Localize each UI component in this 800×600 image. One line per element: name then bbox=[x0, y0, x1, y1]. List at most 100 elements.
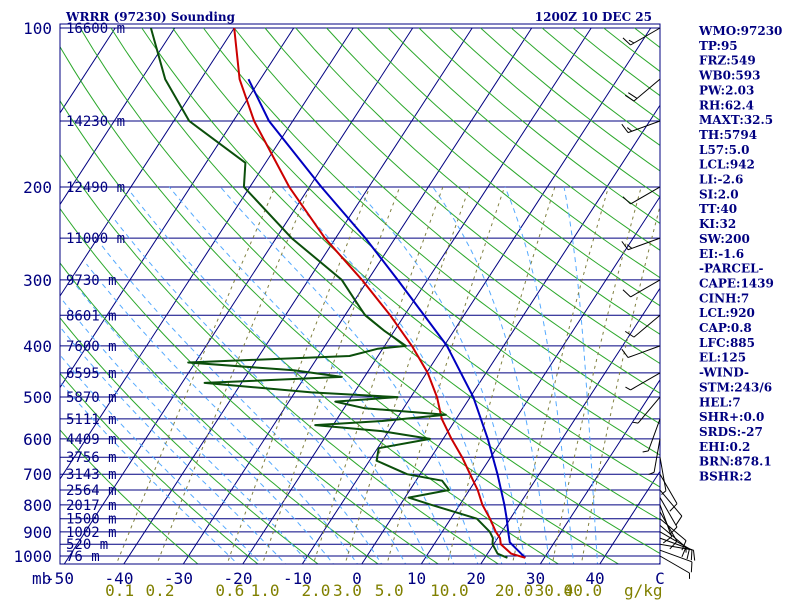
wind-barb bbox=[659, 489, 683, 526]
pressure-tick-label: 800 bbox=[23, 496, 52, 515]
height-label: 2564 m bbox=[66, 483, 117, 499]
temperature-tick-label: 20 bbox=[466, 569, 485, 588]
moist-adiabat bbox=[281, 186, 503, 564]
temperature-tick-label: 40 bbox=[585, 569, 604, 588]
wind-barb-flag bbox=[690, 561, 693, 573]
temperature-tick-label: -30 bbox=[164, 569, 193, 588]
mixing-ratio-line bbox=[115, 186, 276, 564]
wind-barb bbox=[621, 345, 661, 358]
isotherm-line bbox=[361, 104, 660, 564]
wind-barb bbox=[659, 555, 691, 579]
wind-barb-staff bbox=[659, 497, 678, 528]
pressure-tick-label: 300 bbox=[23, 271, 52, 290]
index-line: SW:200 bbox=[699, 232, 750, 246]
moist-adiabat bbox=[60, 326, 287, 564]
wind-barb bbox=[659, 511, 678, 550]
index-line: RH:62.4 bbox=[699, 98, 754, 112]
index-line: CAPE:1439 bbox=[699, 276, 774, 290]
pressure-tick-label: 700 bbox=[23, 465, 52, 484]
wind-barb-flag bbox=[622, 289, 631, 298]
index-line: EL:125 bbox=[699, 351, 746, 365]
temperature-tick-label: -10 bbox=[283, 569, 312, 588]
isotherm-line bbox=[60, 27, 295, 389]
height-label: 4409 m bbox=[66, 432, 117, 448]
wind-barb-flag bbox=[648, 471, 655, 475]
wind-barb-flag bbox=[681, 540, 687, 551]
height-label: 5870 m bbox=[66, 390, 117, 406]
wind-barb-staff bbox=[659, 518, 687, 541]
pressure-tick-label: 900 bbox=[23, 523, 52, 542]
wind-barb bbox=[632, 396, 661, 424]
wind-barb bbox=[659, 549, 693, 573]
moist-adiabat bbox=[60, 354, 263, 564]
dry-adiabat bbox=[141, 27, 660, 488]
wind-barb-staff bbox=[659, 524, 687, 548]
dry-adiabat bbox=[357, 27, 660, 279]
wind-barb-flag bbox=[621, 348, 629, 358]
index-line: KI:32 bbox=[699, 217, 736, 231]
wind-barb bbox=[621, 237, 661, 251]
wind-barb bbox=[625, 372, 661, 391]
wind-barb-flag bbox=[624, 330, 635, 338]
wind-barb bbox=[659, 518, 687, 551]
wind-barb bbox=[659, 504, 673, 544]
mixing-ratio-label: 3.0 bbox=[333, 581, 362, 600]
index-line: SI:2.0 bbox=[699, 187, 739, 201]
wind-barb bbox=[622, 27, 661, 46]
wind-barb-staff bbox=[630, 27, 661, 46]
moist-adiabat bbox=[60, 380, 239, 564]
mixing-ratio-label: 5.0 bbox=[375, 581, 404, 600]
height-label: 5111 m bbox=[66, 412, 117, 428]
height-label: 2017 m bbox=[66, 498, 117, 514]
temperature-trace bbox=[233, 27, 526, 559]
wind-barb-staff bbox=[630, 186, 661, 205]
pressure-tick-label: 600 bbox=[23, 430, 52, 449]
height-label: 7600 m bbox=[66, 339, 117, 355]
wind-barb bbox=[624, 78, 661, 102]
temperature-tick-label: 0 bbox=[352, 569, 362, 588]
wind-barb-flag bbox=[690, 549, 693, 561]
wind-barb-flag bbox=[624, 94, 635, 102]
index-line: PW:2.03 bbox=[699, 83, 754, 97]
wind-barb bbox=[622, 279, 661, 298]
chart-title: WRRR (97230) Sounding bbox=[65, 10, 236, 24]
index-line: TT:40 bbox=[699, 202, 737, 216]
wind-barb-staff bbox=[659, 489, 683, 517]
moist-adiabat bbox=[432, 186, 551, 564]
moist-adiabat bbox=[60, 297, 311, 564]
index-line: WB0:593 bbox=[698, 69, 760, 83]
index-line: STM:243/6 bbox=[699, 380, 772, 394]
wind-barb bbox=[622, 186, 661, 205]
parcel-trace bbox=[247, 78, 527, 559]
pressure-tick-label: 200 bbox=[23, 178, 52, 197]
dry-adiabat bbox=[233, 27, 660, 394]
wind-barb-flag bbox=[642, 450, 649, 453]
isotherm-line bbox=[599, 470, 660, 564]
dry-adiabat bbox=[79, 27, 660, 554]
moist-adiabat bbox=[504, 186, 575, 564]
mixing-ratio-line bbox=[156, 186, 311, 564]
wind-barb-flag bbox=[626, 127, 633, 132]
wind-barb-staff bbox=[659, 504, 673, 537]
wind-barb bbox=[621, 120, 661, 134]
wind-barb-flag bbox=[661, 490, 667, 495]
moist-adiabat bbox=[220, 186, 479, 564]
height-label: 520 m bbox=[66, 537, 108, 553]
dry-adiabat bbox=[60, 153, 500, 564]
mixing-ratio-line bbox=[580, 204, 660, 564]
index-line: LCL:942 bbox=[699, 158, 755, 172]
dry-adiabat bbox=[110, 27, 660, 521]
index-line: TH:5794 bbox=[699, 128, 757, 142]
wind-barb-staff bbox=[659, 543, 694, 551]
wind-barb-staff bbox=[659, 473, 678, 504]
sounding-time: 1200Z 10 DEC 25 bbox=[535, 10, 652, 24]
temperature-tick-label: -50 bbox=[45, 569, 74, 588]
index-line: LCL:920 bbox=[699, 306, 755, 320]
wind-barb-staff bbox=[659, 549, 693, 563]
isotherm-line bbox=[539, 378, 660, 564]
wind-barb-flag bbox=[625, 386, 631, 391]
wind-barb-flag bbox=[621, 123, 629, 133]
wind-barb-staff bbox=[659, 537, 693, 551]
wind-barb-staff bbox=[637, 396, 661, 424]
